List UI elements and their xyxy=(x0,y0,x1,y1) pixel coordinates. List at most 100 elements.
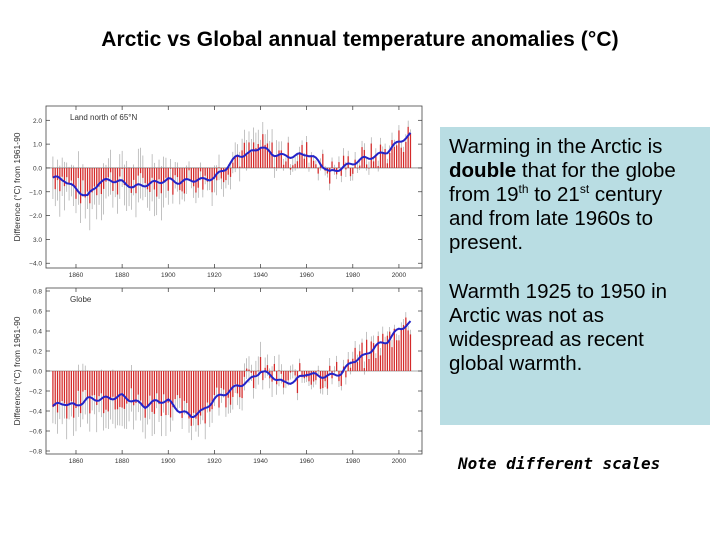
data-bar xyxy=(119,167,121,177)
y-tick-label: −2.0 xyxy=(29,213,42,220)
data-bar xyxy=(144,371,146,418)
data-bar xyxy=(139,167,142,174)
data-bar xyxy=(239,371,241,398)
data-bar xyxy=(192,371,195,413)
data-bar xyxy=(308,371,310,382)
data-bar xyxy=(287,371,289,381)
data-bar xyxy=(151,371,153,412)
data-bar xyxy=(336,361,338,371)
data-bar xyxy=(409,334,412,371)
data-bar xyxy=(160,371,162,416)
data-bar xyxy=(402,151,405,168)
data-bar xyxy=(375,154,377,168)
data-bar xyxy=(105,371,107,410)
data-bar xyxy=(93,371,96,396)
data-bar xyxy=(389,331,391,371)
data-bar xyxy=(273,167,276,168)
data-bar xyxy=(63,371,66,404)
data-bar xyxy=(206,167,209,182)
data-bar xyxy=(73,167,75,186)
data-bar xyxy=(183,371,186,401)
data-bar xyxy=(165,371,167,416)
data-bar xyxy=(179,371,181,399)
info-paragraph-1: Warming in the Arctic is double that for… xyxy=(449,135,701,255)
data-bar xyxy=(301,371,303,378)
data-bar xyxy=(296,161,299,168)
data-bar xyxy=(296,371,299,394)
data-bar xyxy=(126,167,128,186)
x-tick-label: 1940 xyxy=(253,272,268,279)
data-bar xyxy=(197,371,199,426)
data-bar xyxy=(363,368,365,371)
data-bar xyxy=(188,167,190,171)
data-bar xyxy=(112,167,114,191)
data-bar xyxy=(146,371,149,408)
data-bar xyxy=(160,167,162,194)
data-bar xyxy=(409,133,412,168)
data-bar xyxy=(158,167,160,180)
data-bar xyxy=(174,371,176,400)
y-tick-label: 0.4 xyxy=(33,329,42,336)
data-bar xyxy=(52,167,54,178)
data-bar xyxy=(105,167,107,182)
data-bar xyxy=(407,126,409,168)
data-bar xyxy=(98,371,100,397)
data-bar xyxy=(246,368,248,371)
data-bar xyxy=(370,143,372,168)
x-tick-label: 1960 xyxy=(299,458,314,465)
data-bar xyxy=(308,167,310,168)
info-paragraph-2: Warmth 1925 to 1950 in Arctic was not as… xyxy=(449,280,668,375)
data-bar xyxy=(213,371,216,396)
data-bar xyxy=(73,371,75,418)
data-bar xyxy=(315,371,317,381)
data-bar xyxy=(278,150,280,168)
data-bar xyxy=(114,371,116,410)
data-bar xyxy=(276,371,278,385)
panel-title: Land north of 65°N xyxy=(70,113,137,122)
data-bar xyxy=(402,324,405,371)
data-bar xyxy=(266,365,269,371)
data-bar xyxy=(322,153,324,168)
data-bar xyxy=(169,167,172,169)
data-bar xyxy=(289,371,292,373)
data-bar xyxy=(252,371,255,389)
panel-title: Globe xyxy=(70,295,92,304)
data-bar xyxy=(149,167,151,192)
data-bar xyxy=(255,371,257,375)
info-text: to 21 xyxy=(528,183,580,206)
data-bar xyxy=(61,371,63,402)
info-superscript: th xyxy=(518,182,529,196)
data-bar xyxy=(93,167,96,187)
data-bar xyxy=(239,166,241,168)
data-bar xyxy=(218,167,220,168)
info-text: century and from late 1960s to present. xyxy=(449,183,663,254)
data-bar xyxy=(128,371,130,401)
data-bar xyxy=(151,167,153,178)
info-text: Warming in the Arctic is xyxy=(449,135,663,158)
data-bar xyxy=(322,371,324,389)
data-bar xyxy=(352,167,354,174)
data-bar xyxy=(116,371,119,410)
data-bar xyxy=(354,347,356,371)
data-bar xyxy=(243,371,246,377)
data-bar xyxy=(319,371,322,389)
data-bar xyxy=(109,167,112,173)
data-bar xyxy=(398,340,400,371)
x-tick-label: 1880 xyxy=(115,272,130,279)
data-bar xyxy=(236,371,239,394)
y-axis-label: Difference (°C) from 1961-90 xyxy=(12,316,22,425)
x-tick-label: 1940 xyxy=(253,458,268,465)
data-bar xyxy=(227,167,229,175)
globe-panel: 0.8 0.6 0.4 0.2 0.0 −0.2 −0.4 −0.6 −0.8 1860 1880 1… xyxy=(12,287,423,465)
data-bar xyxy=(262,134,264,168)
x-tick-label: 1880 xyxy=(115,458,130,465)
data-bar xyxy=(345,371,347,378)
data-bar xyxy=(312,371,315,382)
info-text: that for the globe from 19 xyxy=(449,159,676,206)
data-bar xyxy=(220,167,222,179)
data-bar xyxy=(176,167,179,178)
data-bar xyxy=(382,333,384,371)
data-bar xyxy=(266,143,269,168)
data-bar xyxy=(209,371,211,412)
data-bar xyxy=(130,371,132,389)
